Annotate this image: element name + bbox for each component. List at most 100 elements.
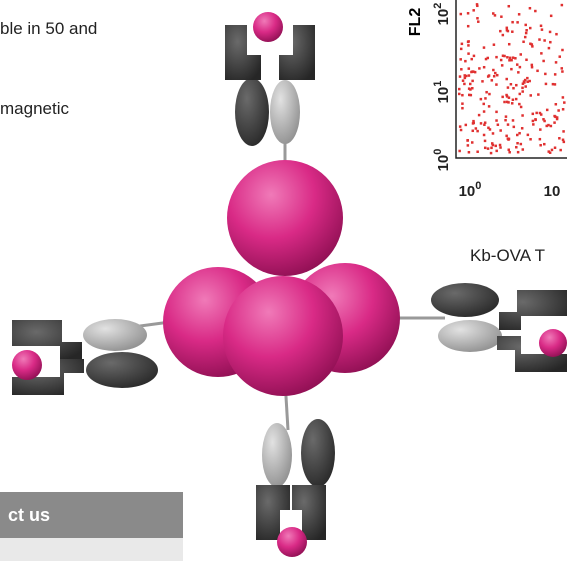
plot-dot: [466, 144, 470, 147]
plot-dot: [536, 69, 539, 73]
plot-dot: [514, 97, 518, 101]
tetramer-illustration: [12, 12, 567, 557]
plot-dot: [495, 110, 498, 114]
plot-dot: [524, 31, 528, 35]
plot-dot: [555, 117, 559, 121]
plot-dot: [549, 124, 553, 128]
plot-dot: [511, 119, 515, 122]
plot-dot: [464, 74, 468, 78]
plot-dot: [518, 92, 522, 96]
plot-dot: [555, 116, 559, 119]
plot-dot: [483, 123, 486, 126]
plot-dot: [469, 93, 473, 97]
plot-dot: [505, 134, 508, 138]
plot-dot: [553, 146, 557, 149]
plot-dot: [500, 15, 503, 18]
plot-dot: [472, 119, 475, 123]
body-text: magnetic: [0, 99, 69, 118]
plot-dot: [553, 121, 556, 124]
plot-dot: [458, 87, 461, 91]
plot-dot: [539, 128, 542, 131]
tick-label: 100: [459, 180, 482, 200]
plot-dot: [548, 151, 552, 154]
plot-dot: [507, 137, 511, 141]
plot-dot: [467, 44, 470, 47]
plot-dot: [516, 133, 519, 137]
plot-dot: [469, 88, 472, 91]
plot-dot: [506, 56, 509, 59]
plot-dot: [463, 74, 467, 77]
plot-dot: [538, 111, 542, 115]
plot-dot: [482, 46, 486, 49]
tick-label: 101: [432, 81, 452, 104]
plot-dot: [510, 102, 514, 105]
plot-dot: [510, 58, 513, 62]
plot-dot: [511, 20, 514, 24]
plot-dot: [518, 102, 521, 106]
tick-base: 10: [435, 9, 452, 26]
plot-dot: [470, 57, 473, 61]
plot-dot: [467, 87, 471, 90]
plot-dot: [548, 30, 552, 34]
plot-dot: [561, 48, 564, 52]
plot-dot: [487, 74, 491, 77]
plot-dot: [472, 54, 476, 58]
plot-dot: [503, 100, 506, 104]
plot-dot: [492, 68, 495, 72]
plot-dot: [476, 129, 479, 133]
plot-dot: [496, 123, 500, 126]
plot-dot: [461, 93, 464, 97]
plot-dot: [543, 119, 546, 123]
plot-dot: [518, 131, 521, 135]
plot-dot: [499, 146, 502, 149]
plot-dot: [553, 83, 557, 86]
plot-dot: [524, 23, 527, 27]
plot-dot: [490, 79, 494, 82]
plot-dot: [507, 101, 510, 104]
plot-dot: [501, 95, 504, 99]
tick-label: 100: [432, 149, 452, 172]
plot-dot: [549, 14, 553, 18]
plot-dot: [484, 57, 488, 61]
plot-dot: [470, 141, 474, 144]
plot-dot: [534, 118, 537, 121]
plot-dot: [501, 54, 505, 58]
plot-dot: [507, 96, 511, 99]
contact-bar[interactable]: [0, 492, 183, 538]
plot-dot: [460, 42, 464, 46]
tick-exp: 1: [432, 81, 444, 87]
plot-dot: [545, 108, 549, 112]
plot-dot: [507, 148, 511, 152]
plot-dot: [510, 67, 513, 71]
plot-dot: [521, 86, 524, 90]
plot-dot: [524, 85, 527, 88]
plot-dot: [467, 74, 471, 77]
plot-dot: [505, 95, 509, 98]
plot-dot: [529, 138, 532, 141]
plot-dot: [505, 100, 509, 104]
plot-dot: [561, 108, 565, 111]
plot-dot: [526, 76, 529, 80]
plot-dot: [531, 119, 535, 123]
plot-dot: [516, 141, 519, 145]
plot-dot: [522, 40, 525, 44]
plot-dot: [530, 43, 534, 46]
plot-dot: [472, 9, 475, 12]
plot-dot: [458, 149, 461, 153]
plot-dot: [484, 97, 487, 100]
plot-dot: [483, 139, 487, 143]
plot-dot: [487, 126, 490, 130]
plot-dot: [486, 56, 490, 60]
plot-dot: [516, 21, 519, 24]
plot-dot: [459, 128, 463, 132]
plot-dot: [504, 118, 507, 122]
plot-dot: [539, 113, 543, 116]
plot-dot: [478, 67, 481, 70]
plot-dot: [467, 151, 471, 154]
plot-dot: [554, 61, 558, 64]
contact-label[interactable]: ct us: [8, 505, 50, 525]
plot-dot: [511, 98, 515, 102]
plot-dot: [539, 143, 542, 147]
plot-dot: [482, 110, 486, 113]
